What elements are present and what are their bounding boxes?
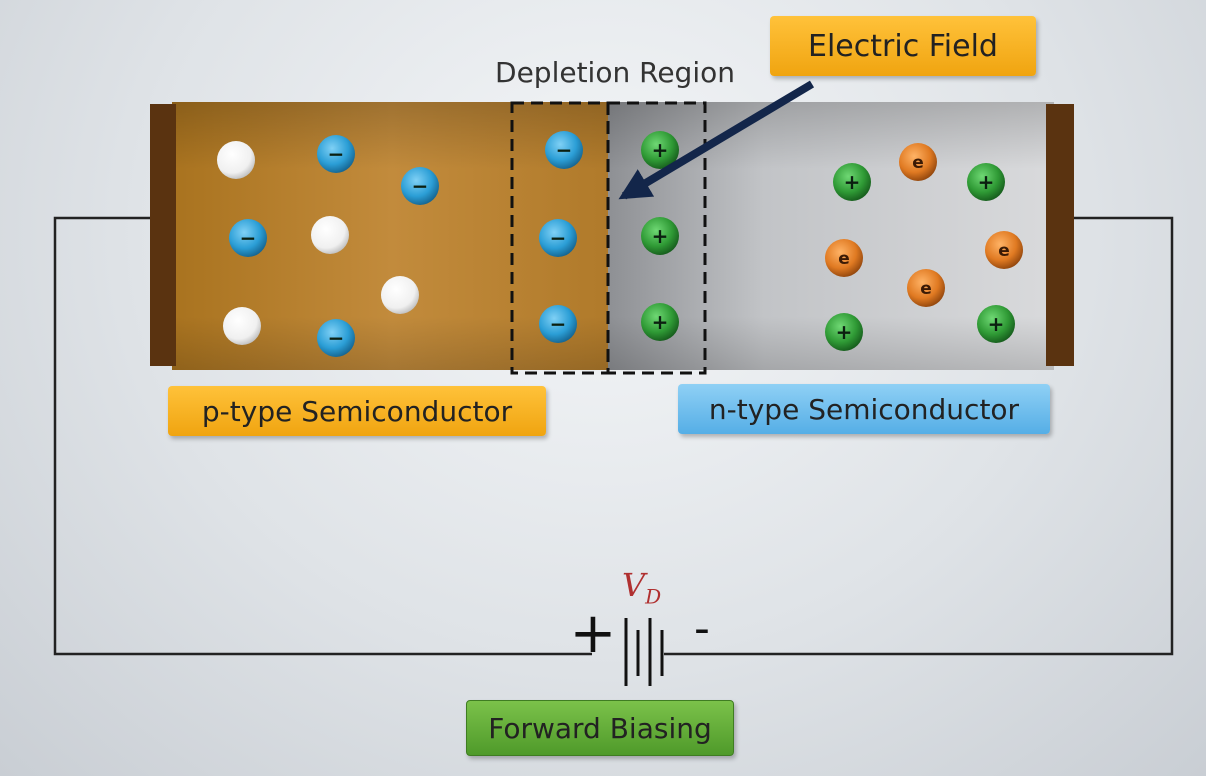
electron-dot (985, 231, 1023, 269)
positive-ion-symbol: + (844, 170, 861, 194)
negative-ion-dot (401, 167, 439, 205)
negative-ion-symbol: − (556, 138, 573, 162)
electron-dot (899, 143, 937, 181)
hole (311, 216, 349, 254)
circuit-wires (53, 216, 1174, 656)
battery-symbol (624, 618, 664, 686)
electron-dot (907, 269, 945, 307)
electron-symbol: e (920, 279, 932, 299)
positive-ion-dot (641, 131, 679, 169)
positive-ion: + (977, 305, 1015, 343)
hole (381, 276, 419, 314)
positive-ion-dot (833, 163, 871, 201)
hole (217, 141, 255, 179)
positive-ion-dot (641, 217, 679, 255)
negative-ion: − (539, 305, 577, 343)
negative-ion-symbol: − (240, 226, 257, 250)
negative-ion: − (229, 219, 267, 257)
negative-ion: − (539, 219, 577, 257)
negative-ion-symbol: − (328, 326, 345, 350)
voltage-subscript: D (645, 584, 662, 609)
negative-ion-dot (539, 305, 577, 343)
hole-dot (223, 307, 261, 345)
positive-ion: + (833, 163, 871, 201)
negative-ion: − (317, 319, 355, 357)
electric-field-label: Electric Field (770, 16, 1036, 76)
positive-ion-symbol: + (836, 320, 853, 344)
semiconductor-block (150, 102, 1074, 370)
positive-ion-dot (977, 305, 1015, 343)
p-type-label: p-type Semiconductor (168, 386, 546, 436)
right-wire (664, 216, 1174, 656)
electron-symbol: e (912, 153, 924, 173)
positive-ion-dot (967, 163, 1005, 201)
hole-dot (381, 276, 419, 314)
positive-ion: + (641, 131, 679, 169)
electron: e (907, 269, 945, 307)
negative-ion-dot (539, 219, 577, 257)
electron-symbol: e (998, 241, 1010, 261)
hole-dot (311, 216, 349, 254)
left-electrode (150, 104, 176, 366)
positive-ion-dot (825, 313, 863, 351)
positive-ion-symbol: + (652, 310, 669, 334)
charge-carriers: − − − − − − − + + + + + + + e e e e (217, 131, 1023, 357)
right-electrode (1046, 104, 1074, 366)
depletion-box-n-side (606, 101, 707, 375)
positive-ion-symbol: + (988, 312, 1005, 336)
voltage-symbol: V (622, 566, 646, 604)
positive-ion: + (967, 163, 1005, 201)
positive-ion-symbol: + (652, 224, 669, 248)
block-shading (172, 102, 1054, 370)
positive-ion: + (641, 303, 679, 341)
negative-ion-symbol: − (328, 142, 345, 166)
negative-ion-dot (317, 319, 355, 357)
positive-ion: + (825, 313, 863, 351)
forward-biasing-label: Forward Biasing (466, 700, 734, 756)
battery-plus-sign: + (569, 601, 617, 666)
electron: e (985, 231, 1023, 269)
negative-ion: − (317, 135, 355, 173)
electron: e (825, 239, 863, 277)
electric-field-arrow (618, 80, 815, 200)
voltage-label: VD (622, 566, 682, 609)
negative-ion-symbol: − (550, 312, 567, 336)
n-type-label: n-type Semiconductor (678, 384, 1050, 434)
electron: e (899, 143, 937, 181)
depletion-region-label: Depletion Region (495, 55, 735, 89)
negative-ion: − (545, 131, 583, 169)
battery-minus-sign: - (694, 603, 710, 654)
negative-ion-dot (229, 219, 267, 257)
positive-ion: + (641, 217, 679, 255)
hole-dot (217, 141, 255, 179)
negative-ion-symbol: − (412, 174, 429, 198)
negative-ion-dot (317, 135, 355, 173)
left-wire (53, 216, 592, 656)
negative-ion-dot (545, 131, 583, 169)
electron-symbol: e (838, 249, 850, 269)
positive-ion-dot (641, 303, 679, 341)
negative-ion-symbol: − (550, 226, 567, 250)
positive-ion-symbol: + (652, 138, 669, 162)
positive-ion-symbol: + (978, 170, 995, 194)
electron-dot (825, 239, 863, 277)
depletion-region-boxes (510, 101, 707, 375)
negative-ion: − (401, 167, 439, 205)
hole (223, 307, 261, 345)
